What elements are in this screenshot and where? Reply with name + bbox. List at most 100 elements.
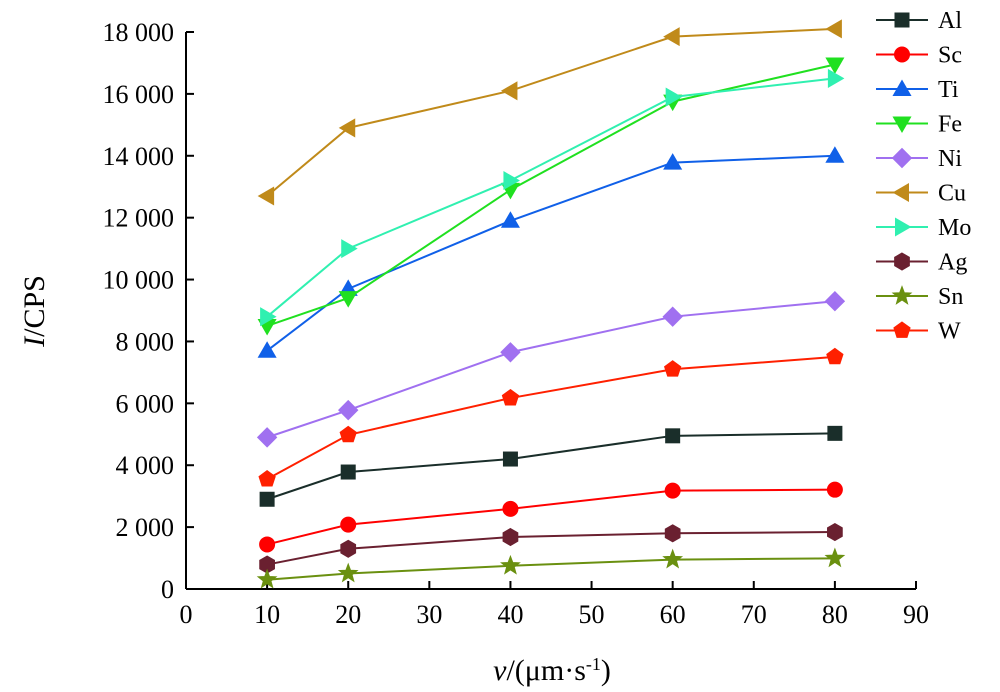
- y-tick-label: 16 000: [103, 80, 175, 109]
- y-tick-label: 18 000: [103, 18, 175, 47]
- data-point-sc: [502, 500, 519, 517]
- data-point-mo: [665, 87, 683, 107]
- series-ag: [259, 522, 843, 574]
- data-point-al: [340, 464, 356, 480]
- data-point-sc: [826, 481, 843, 498]
- legend-item-w: W: [876, 319, 961, 345]
- legend-marker: [891, 147, 913, 169]
- legend-item-fe: Fe: [876, 112, 962, 138]
- y-tick-label: 14 000: [103, 142, 175, 171]
- legend-label: Cu: [938, 181, 966, 207]
- legend-item-ag: Ag: [876, 250, 967, 276]
- data-point-ti: [257, 341, 277, 358]
- data-point-cu: [825, 19, 842, 39]
- y-tick-label: 6 000: [116, 389, 175, 418]
- x-tick-label: 80: [822, 600, 848, 629]
- data-point-w: [663, 360, 682, 377]
- data-point-fe: [338, 291, 358, 308]
- data-point-ni: [338, 399, 359, 421]
- legend-item-sn: Sn: [876, 284, 963, 310]
- legend-item-ti: Ti: [876, 77, 959, 103]
- x-tick-label: 50: [579, 600, 605, 629]
- legend-marker: [892, 182, 909, 203]
- x-tick-label: 10: [254, 600, 280, 629]
- x-tick-label: 30: [416, 600, 442, 629]
- x-tick-label: 70: [741, 600, 767, 629]
- data-point-mo: [827, 68, 845, 88]
- data-point-al: [827, 425, 843, 441]
- legend: Al Sc Ti Fe Ni Cu Mo Ag Sn W: [876, 8, 971, 345]
- series-ni: [256, 291, 846, 448]
- x-tick-label: 20: [335, 600, 361, 629]
- data-point-ni: [256, 427, 278, 448]
- series-sn: [256, 547, 846, 589]
- data-point-ti: [825, 146, 845, 163]
- series-line-ti: [266, 154, 835, 352]
- data-point-ag: [827, 522, 843, 542]
- data-point-al: [665, 428, 681, 444]
- x-tick-label: 60: [660, 600, 686, 629]
- legend-label: Al: [938, 8, 962, 34]
- data-point-mo: [503, 171, 520, 191]
- legend-marker: [894, 12, 910, 28]
- legend-label: Mo: [938, 215, 971, 241]
- legend-marker: [894, 252, 910, 271]
- data-point-ti: [663, 153, 683, 170]
- series-fe: [257, 57, 845, 336]
- data-point-ti: [500, 211, 520, 228]
- legend-item-cu: Cu: [876, 181, 966, 207]
- legend-item-sc: Sc: [876, 43, 962, 69]
- legend-label: W: [938, 319, 961, 345]
- series-line-cu: [266, 27, 835, 197]
- legend-marker: [891, 285, 913, 305]
- data-point-mo: [341, 239, 358, 259]
- series-al: [259, 425, 843, 507]
- legend-label: Ti: [938, 77, 959, 103]
- data-point-sc: [259, 536, 276, 553]
- data-point-ag: [502, 527, 519, 547]
- legend-item-al: Al: [876, 8, 962, 34]
- series-line-mo: [266, 77, 836, 318]
- data-point-fe: [825, 57, 845, 74]
- legend-marker: [894, 46, 910, 63]
- data-point-w: [339, 425, 357, 443]
- data-point-sc: [340, 516, 357, 533]
- data-point-ag: [664, 524, 681, 543]
- y-tick-label: 10 000: [103, 266, 175, 295]
- y-tick-label: 0: [161, 575, 174, 604]
- axes-layer: 0 2 000 4 000 6 000 8 000 10 000 12 000 14 000 1…: [103, 18, 930, 629]
- series-sc: [259, 481, 843, 553]
- data-point-sn: [500, 554, 521, 575]
- y-tick-label: 12 000: [103, 204, 175, 233]
- series-mo: [260, 68, 845, 327]
- legend-label: Ni: [938, 146, 962, 172]
- y-tick-label: 8 000: [116, 327, 175, 356]
- data-point-al: [502, 451, 518, 467]
- y-tick-label: 4 000: [116, 451, 175, 480]
- data-point-cu: [257, 186, 275, 206]
- legend-marker: [893, 321, 911, 338]
- legend-marker: [895, 217, 912, 237]
- data-point-w: [501, 388, 520, 406]
- data-point-sn: [662, 548, 684, 569]
- legend-label: Ag: [938, 250, 967, 276]
- data-point-sn: [337, 562, 359, 583]
- legend-label: Sn: [938, 284, 963, 310]
- data-point-sn: [824, 547, 846, 568]
- series-w: [258, 347, 844, 487]
- data-point-ni: [500, 342, 521, 363]
- data-point-cu: [663, 27, 680, 47]
- series-layer: [256, 19, 846, 589]
- data-point-w: [258, 470, 276, 487]
- x-tick-label: 90: [903, 600, 929, 629]
- y-tick-label: 2 000: [116, 513, 175, 542]
- series-line-ni: [266, 300, 835, 439]
- legend-item-mo: Mo: [876, 215, 971, 241]
- data-point-cu: [500, 81, 518, 101]
- series-cu: [257, 19, 842, 206]
- x-tick-label: 40: [497, 600, 523, 629]
- data-point-al: [259, 491, 275, 507]
- data-point-mo: [260, 307, 277, 327]
